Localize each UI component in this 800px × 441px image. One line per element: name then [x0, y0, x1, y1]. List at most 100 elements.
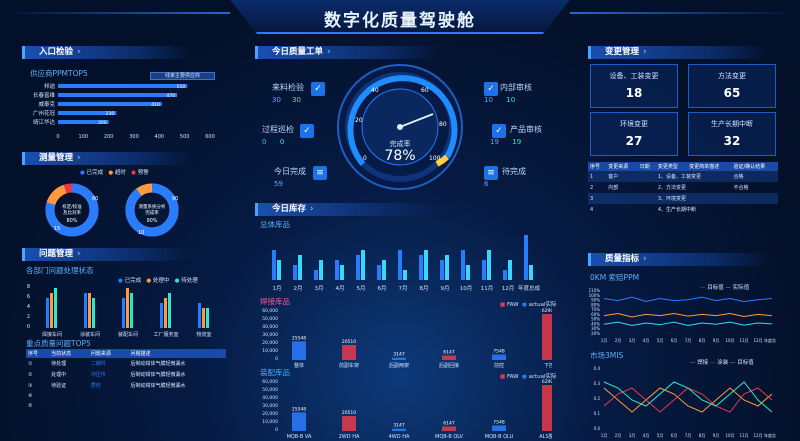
- change-card-method[interactable]: 方法变更 65: [688, 64, 776, 108]
- combo-y-tick: 60,000: [262, 379, 278, 385]
- combo-y-tick: 40,000: [262, 395, 278, 401]
- clipboard-icon: ✓: [300, 124, 314, 138]
- line-y-tick: 80%: [591, 302, 600, 307]
- line-x-tick: 2月: [615, 433, 622, 438]
- section-today-stock[interactable]: 今日库存 ›: [255, 203, 440, 216]
- section-today-order[interactable]: 今日质量工单 ›: [255, 46, 440, 59]
- total-month-label: 2月: [294, 285, 303, 292]
- dept-label: 工厂服务室: [153, 331, 178, 338]
- combo-y-tick: 40,000: [262, 324, 278, 330]
- combo-value: 7548: [493, 419, 505, 425]
- section-measure[interactable]: 测量管理 ›: [22, 152, 192, 165]
- dept-bar: [126, 288, 129, 328]
- change-card-interrupt[interactable]: 生产长期中断 32: [688, 112, 776, 156]
- total-bar: [419, 255, 423, 280]
- welding-legend: ■ FAW ● actual实际: [500, 302, 557, 308]
- dept-y-tick: 0: [27, 324, 30, 330]
- dept-label: 涂装车间: [80, 331, 100, 338]
- dept-y-tick: 8: [27, 284, 30, 290]
- assembly-title: 装配库品: [260, 368, 290, 377]
- section-incoming[interactable]: 入口检验 ›: [22, 46, 192, 59]
- total-bar: [529, 265, 533, 280]
- supplier-bar: [58, 93, 178, 97]
- line-series: [603, 312, 773, 318]
- combo-bar: [292, 341, 306, 360]
- total-bar: [298, 255, 302, 280]
- donut2-value-a: 90: [172, 196, 178, 202]
- line-y-tick: 100%: [589, 293, 601, 298]
- total-month-label: 4月: [336, 285, 345, 292]
- line-series: [603, 381, 773, 413]
- combo-bar: [342, 345, 356, 360]
- completion-gauge: 0 20 40 60 80 100 完成率 78%: [337, 64, 463, 190]
- line-x-tick: 年度总成: [764, 432, 776, 438]
- total-bar: [445, 255, 449, 280]
- order-internal-audit: 内部审核 10 10: [484, 83, 532, 104]
- combo-value: 62900: [542, 379, 552, 385]
- total-bar: [293, 265, 297, 280]
- line-y-tick: 0.3: [594, 381, 601, 386]
- section-problem[interactable]: 问题管理 ›: [22, 248, 192, 261]
- line-y-tick: 30%: [591, 326, 600, 331]
- order-process: 过程巡检 0 0: [262, 125, 294, 146]
- line-x-tick: 9月: [713, 338, 720, 343]
- line-x-tick: 6月: [671, 433, 678, 438]
- combo-value: 25548: [292, 406, 306, 412]
- combo-value: 20510: [342, 410, 356, 416]
- title-bar: [230, 0, 570, 34]
- combo-bar: [542, 385, 556, 431]
- total-bar: [277, 260, 281, 280]
- total-title: 总体库品: [260, 220, 290, 229]
- combo-bar: [342, 416, 356, 431]
- combo-y-tick: 10,000: [262, 419, 278, 425]
- total-month-label: 11月: [481, 285, 494, 292]
- document-icon: ≡: [484, 166, 498, 180]
- mis-title: 市场3MIS: [590, 351, 624, 360]
- dept-bar: [206, 308, 209, 328]
- dept-bar: [88, 293, 91, 328]
- combo-y-tick: 60,000: [262, 308, 278, 314]
- dept-bar: [54, 288, 57, 328]
- total-bar: [377, 265, 381, 280]
- supplier-bar: [58, 120, 109, 124]
- line-x-tick: 11月: [739, 433, 748, 438]
- line-x-tick: 7月: [685, 433, 692, 438]
- supplier-label: 靖江华达: [33, 118, 56, 126]
- total-bar: [403, 270, 407, 280]
- change-card-equipment[interactable]: 设备、工装变更 18: [590, 64, 678, 108]
- section-trend[interactable]: 质量指标 ›: [588, 253, 768, 266]
- dept-y-tick: 2: [27, 314, 30, 320]
- svg-text:校定/校准: 校定/校准: [62, 203, 82, 210]
- line-y-tick: 0.0: [594, 426, 601, 431]
- total-month-label: 年度总成: [518, 284, 541, 292]
- combo-bar: [392, 428, 406, 431]
- combo-y-tick: 20,000: [262, 340, 278, 346]
- donut2-pct: 90%: [146, 218, 157, 224]
- line-series: [603, 387, 773, 413]
- combo-y-tick: 50,000: [262, 316, 278, 322]
- measure-donuts: 校定/校准 及比对率 80 15 测量系统分析 完成率 90% 90 10 80…: [45, 183, 179, 237]
- table-row: ④: [28, 393, 33, 399]
- order-product-audit: 产品审核 19 19: [490, 125, 542, 146]
- dept-y-tick: 4: [27, 304, 30, 310]
- line-x-tick: 年度总成: [764, 337, 776, 343]
- line-y-tick: 40%: [591, 321, 600, 326]
- total-month-label: 10月: [460, 285, 473, 292]
- dept-bar: [198, 303, 201, 328]
- combo-y-tick: 30,000: [262, 332, 278, 338]
- total-bar: [524, 235, 528, 280]
- combo-value: 3147: [393, 352, 405, 358]
- line-series: [603, 321, 773, 327]
- section-change[interactable]: 变更管理 ›: [588, 46, 768, 59]
- total-bar: [482, 260, 486, 280]
- supplier-value: 410: [151, 102, 160, 108]
- line-x-tick: 4月: [643, 338, 650, 343]
- problem-legend: ● 已完成 ● 处理中 ● 待处理: [118, 278, 198, 284]
- dept-label: 物流室: [196, 331, 211, 338]
- change-card-environment[interactable]: 环境变更 27: [590, 112, 678, 156]
- line-y-tick: 70%: [591, 307, 600, 312]
- line-y-tick: 0.1: [594, 411, 601, 416]
- table-row: ⑤: [28, 403, 33, 409]
- combo-y-tick: 0: [275, 356, 278, 362]
- total-bar: [461, 250, 465, 280]
